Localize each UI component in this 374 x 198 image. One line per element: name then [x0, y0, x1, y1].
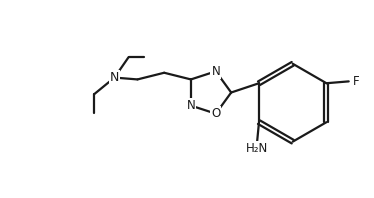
Text: N: N — [211, 65, 220, 78]
Text: H₂N: H₂N — [246, 142, 268, 155]
Text: N: N — [187, 99, 195, 112]
Text: N: N — [110, 71, 119, 84]
Text: O: O — [211, 107, 220, 120]
Text: F: F — [353, 75, 359, 88]
